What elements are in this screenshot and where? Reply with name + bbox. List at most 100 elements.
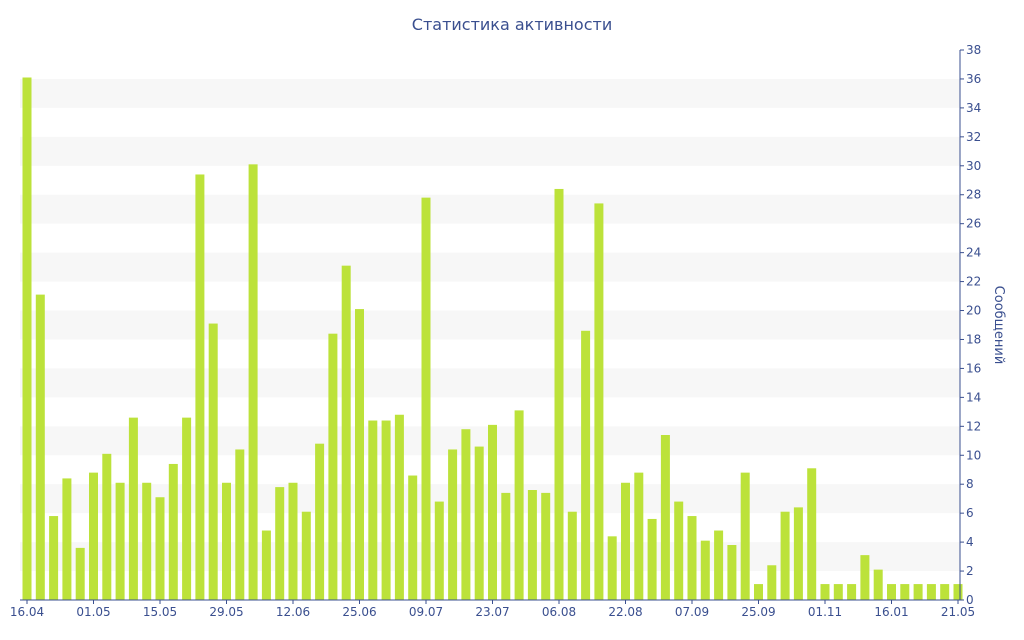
y-tick-label: 20 xyxy=(966,304,981,318)
bar[interactable] xyxy=(155,497,165,600)
bar[interactable] xyxy=(833,584,843,600)
bar[interactable] xyxy=(328,333,338,600)
bar[interactable] xyxy=(288,482,298,600)
bar[interactable] xyxy=(434,501,444,600)
bar[interactable] xyxy=(567,511,577,600)
bar[interactable] xyxy=(461,429,471,600)
bar[interactable] xyxy=(900,584,910,600)
bar[interactable] xyxy=(913,584,923,600)
bar[interactable] xyxy=(208,323,218,600)
bar[interactable] xyxy=(22,77,32,601)
x-tick-label: 23.07 xyxy=(475,605,509,619)
y-tick-label: 12 xyxy=(966,419,981,433)
y-tick-label: 24 xyxy=(966,246,981,260)
y-tick-label: 30 xyxy=(966,159,981,173)
bar[interactable] xyxy=(887,584,896,600)
bar[interactable] xyxy=(700,540,710,600)
bar[interactable] xyxy=(727,545,737,600)
bar[interactable] xyxy=(740,472,750,600)
y-axis-title: Сообщений xyxy=(991,286,1006,365)
bar[interactable] xyxy=(394,414,404,600)
bar[interactable] xyxy=(275,487,285,600)
bar[interactable] xyxy=(448,449,458,600)
bar[interactable] xyxy=(674,501,684,600)
bar[interactable] xyxy=(541,492,551,600)
y-tick-label: 26 xyxy=(966,217,981,231)
bar[interactable] xyxy=(301,511,311,600)
bar[interactable] xyxy=(89,472,98,600)
x-tick-label: 29.05 xyxy=(209,605,243,619)
bar[interactable] xyxy=(182,417,192,600)
y-tick-label: 10 xyxy=(966,448,981,462)
bar[interactable] xyxy=(235,449,245,600)
bar[interactable] xyxy=(873,569,883,600)
bar[interactable] xyxy=(554,188,564,600)
bar[interactable] xyxy=(687,516,697,600)
bar[interactable] xyxy=(421,197,431,600)
bar[interactable] xyxy=(607,536,617,600)
bar[interactable] xyxy=(408,475,418,600)
bar[interactable] xyxy=(261,530,271,600)
bar[interactable] xyxy=(355,309,364,600)
bar[interactable] xyxy=(754,584,763,600)
bar[interactable] xyxy=(820,584,830,600)
y-tick-label: 8 xyxy=(966,477,974,491)
bar[interactable] xyxy=(594,203,604,601)
grid-band xyxy=(20,194,960,224)
y-tick-label: 36 xyxy=(966,72,981,86)
y-tick-label: 38 xyxy=(966,43,981,57)
bar[interactable] xyxy=(953,584,963,600)
bar[interactable] xyxy=(128,417,138,600)
bar[interactable] xyxy=(488,424,497,600)
bar[interactable] xyxy=(62,478,72,600)
bar[interactable] xyxy=(647,518,657,600)
bar[interactable] xyxy=(341,265,351,600)
bar[interactable] xyxy=(168,463,178,600)
bar[interactable] xyxy=(501,492,511,600)
bar[interactable] xyxy=(793,507,803,600)
bar[interactable] xyxy=(115,482,125,600)
x-tick-label: 12.06 xyxy=(276,605,310,619)
bar[interactable] xyxy=(102,453,112,600)
bar[interactable] xyxy=(780,511,790,600)
x-tick-label: 25.06 xyxy=(342,605,376,619)
bar[interactable] xyxy=(514,410,524,600)
bar[interactable] xyxy=(195,174,205,600)
axes-group: 0246810121416182022242628303234363816.04… xyxy=(10,43,1006,619)
x-tick-label: 07.09 xyxy=(675,605,709,619)
grid-band xyxy=(20,252,960,282)
x-tick-label: 16.01 xyxy=(874,605,908,619)
bar[interactable] xyxy=(315,443,325,600)
y-tick-label: 18 xyxy=(966,332,981,346)
grid-band xyxy=(20,136,960,166)
bar[interactable] xyxy=(767,565,777,600)
bar[interactable] xyxy=(714,530,724,600)
bar[interactable] xyxy=(940,584,950,600)
x-tick-label: 25.09 xyxy=(741,605,775,619)
bar[interactable] xyxy=(35,294,45,600)
bar[interactable] xyxy=(474,446,484,600)
bars-group xyxy=(22,77,963,601)
bar[interactable] xyxy=(926,584,936,600)
y-tick-label: 22 xyxy=(966,275,981,289)
bar[interactable] xyxy=(807,468,817,600)
bar[interactable] xyxy=(660,435,670,600)
y-tick-label: 16 xyxy=(966,361,981,375)
x-tick-label: 22.08 xyxy=(608,605,642,619)
bar[interactable] xyxy=(222,482,231,600)
y-tick-label: 28 xyxy=(966,188,981,202)
bar[interactable] xyxy=(368,420,378,600)
bar[interactable] xyxy=(248,164,258,600)
bar[interactable] xyxy=(860,555,870,600)
x-tick-label: 21.05 xyxy=(941,605,975,619)
bar[interactable] xyxy=(75,547,85,600)
bar[interactable] xyxy=(381,420,391,600)
bar[interactable] xyxy=(581,330,591,600)
bar[interactable] xyxy=(527,490,537,600)
bar[interactable] xyxy=(634,472,644,600)
bar[interactable] xyxy=(621,482,630,600)
bar[interactable] xyxy=(49,516,59,600)
bar[interactable] xyxy=(142,482,152,600)
bar[interactable] xyxy=(847,584,857,600)
